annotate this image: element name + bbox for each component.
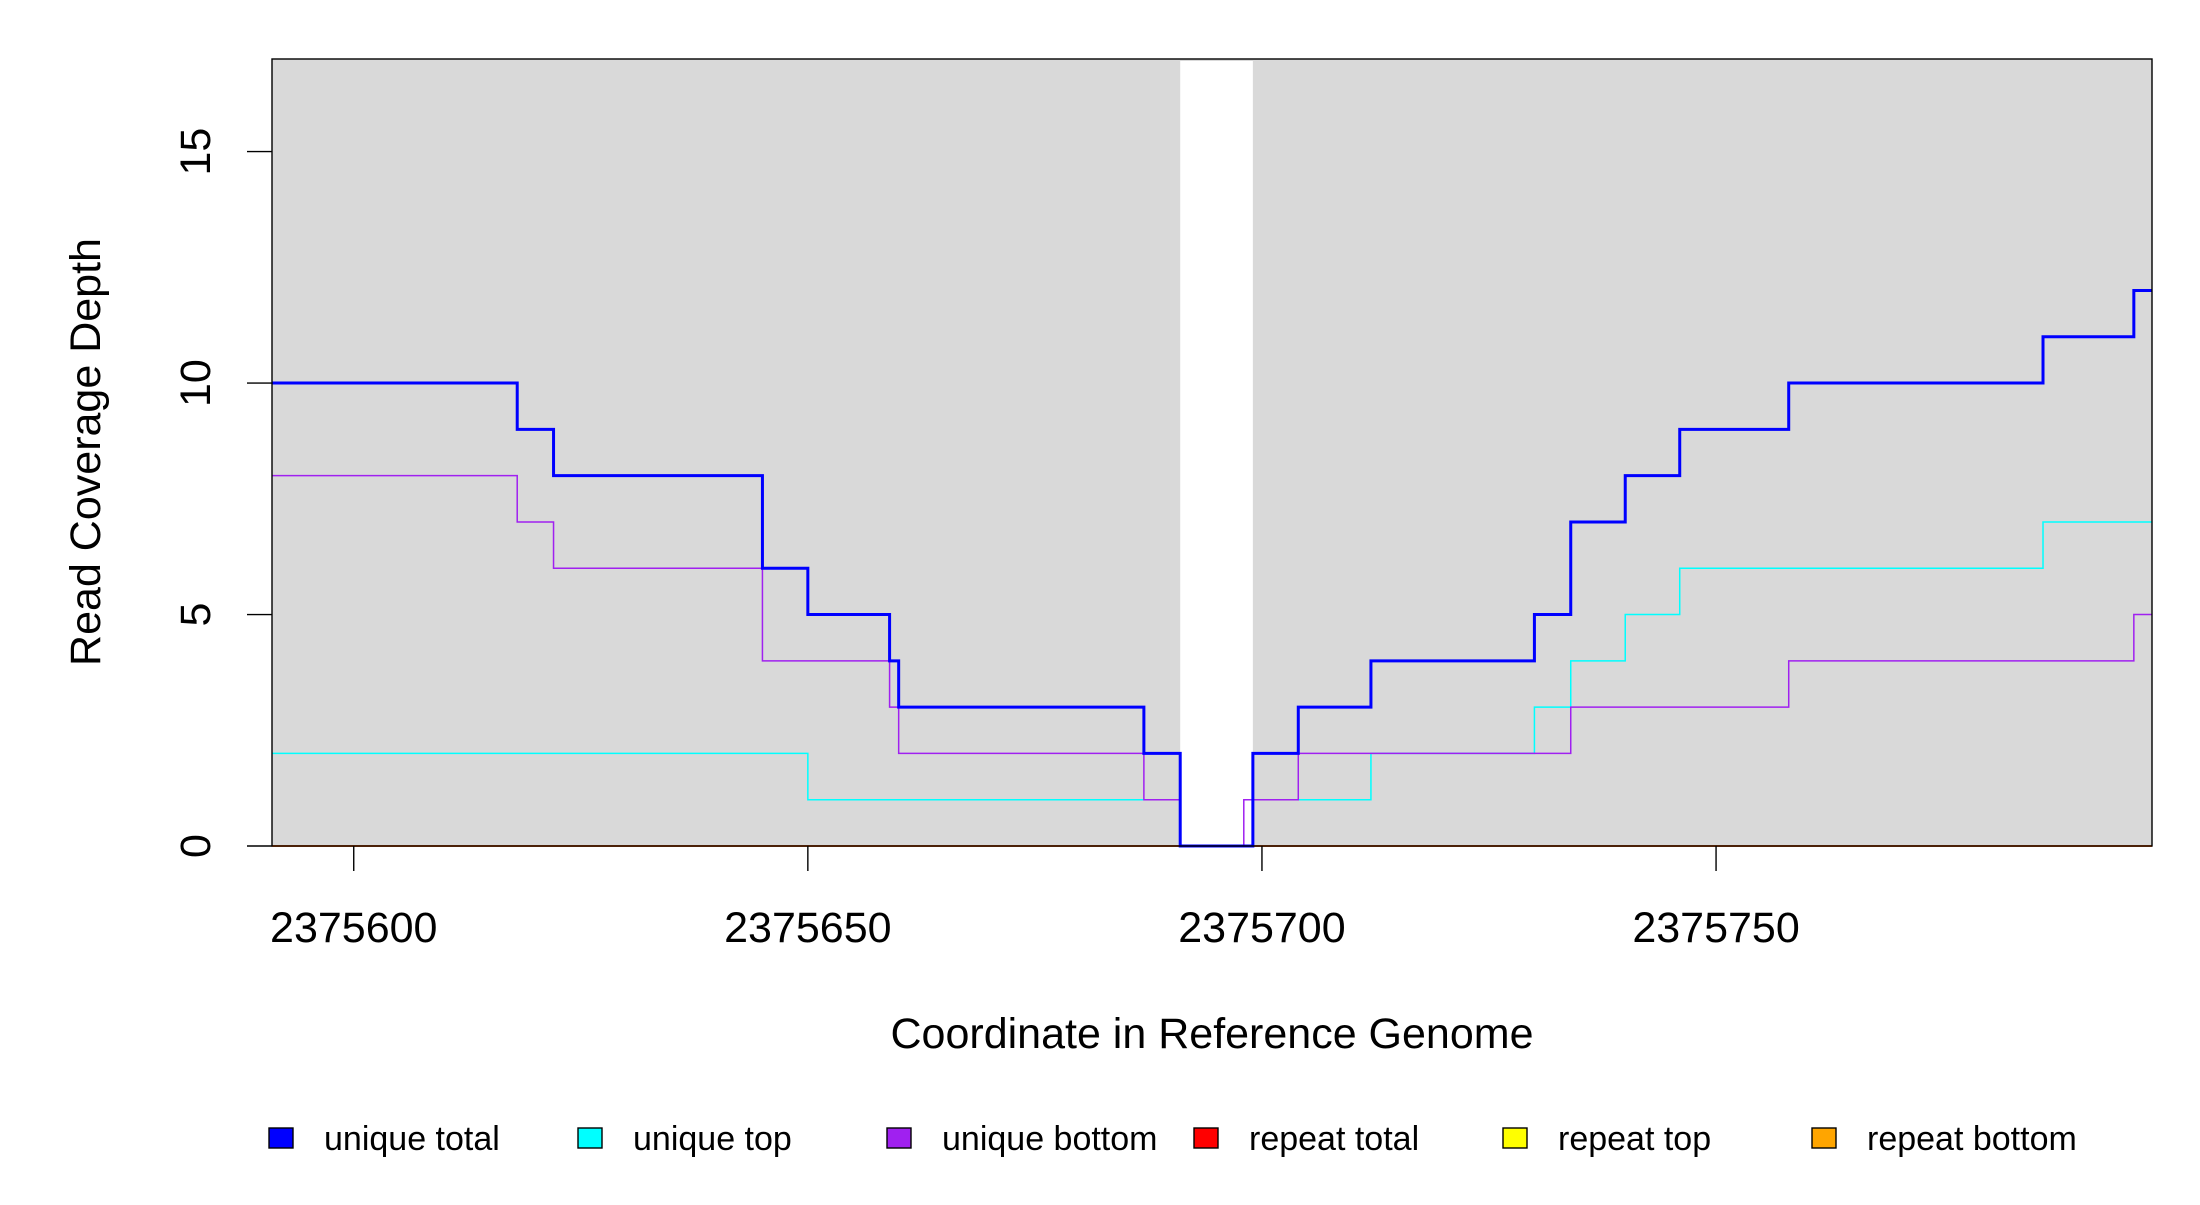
legend-item: repeat total bbox=[1193, 1120, 1419, 1158]
x-tick-label: 2375600 bbox=[270, 904, 437, 952]
y-tick-label: 0 bbox=[172, 834, 220, 858]
series-line-unique-total bbox=[272, 288, 2152, 848]
legend-item: repeat bottom bbox=[1811, 1120, 2077, 1158]
series-line-unique-bottom bbox=[272, 474, 2152, 847]
legend-item: repeat top bbox=[1502, 1120, 1711, 1158]
legend-item: unique total bbox=[268, 1120, 500, 1158]
y-tick-label: 10 bbox=[172, 359, 220, 407]
legend-swatch bbox=[1502, 1127, 1528, 1149]
legend-swatch bbox=[886, 1127, 912, 1149]
x-axis: 2375600 2375650 2375700 2375750 bbox=[270, 846, 1800, 952]
legend-label: unique total bbox=[324, 1120, 500, 1158]
legend-swatch bbox=[268, 1127, 294, 1149]
legend-swatch bbox=[577, 1127, 603, 1149]
unshaded-region bbox=[1180, 61, 1253, 846]
y-axis: 0 5 10 15 bbox=[172, 128, 272, 858]
y-tick-label: 5 bbox=[172, 603, 220, 627]
legend-item: unique bottom bbox=[886, 1120, 1158, 1158]
x-tick-label: 2375700 bbox=[1178, 904, 1345, 952]
legend-label: unique top bbox=[633, 1120, 792, 1158]
legend-label: unique bottom bbox=[942, 1120, 1158, 1158]
legend-label: repeat bottom bbox=[1867, 1120, 2077, 1158]
y-tick-label: 15 bbox=[172, 128, 220, 176]
y-axis-title: Read Coverage Depth bbox=[62, 238, 110, 666]
x-tick-label: 2375750 bbox=[1632, 904, 1799, 952]
legend-swatch bbox=[1193, 1127, 1219, 1149]
plot-frame bbox=[271, 58, 2153, 847]
legend-item: unique top bbox=[577, 1120, 792, 1158]
legend-label: repeat total bbox=[1249, 1120, 1419, 1158]
x-axis-title: Coordinate in Reference Genome bbox=[891, 1010, 1534, 1058]
x-tick-label: 2375650 bbox=[724, 904, 891, 952]
legend-label: repeat top bbox=[1558, 1120, 1711, 1158]
legend: unique total unique top unique bottom repea… bbox=[268, 1120, 2077, 1158]
legend-swatch bbox=[1811, 1127, 1837, 1149]
